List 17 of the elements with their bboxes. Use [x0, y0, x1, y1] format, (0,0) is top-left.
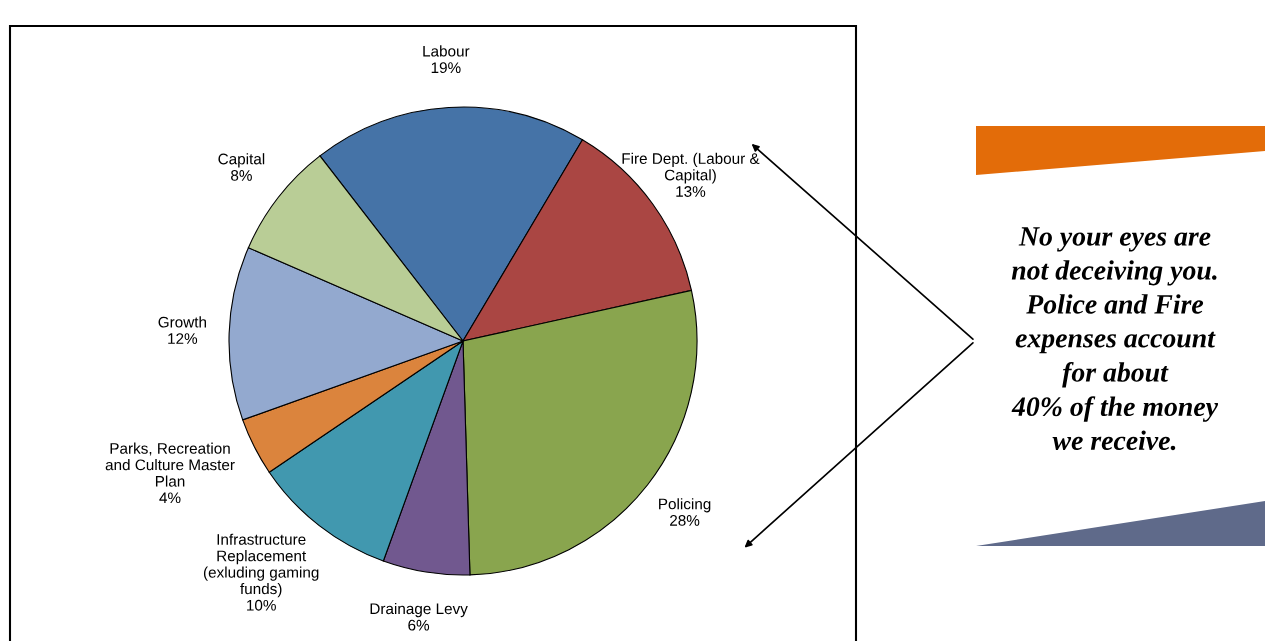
data-label: 19%: [431, 62, 461, 74]
slice-label: Labour: [423, 45, 470, 57]
data-label: 12%: [168, 333, 198, 344]
slice-label: Drainage Levy: [370, 602, 468, 618]
data-label: 10%: [247, 599, 276, 611]
data-label: 28%: [670, 515, 700, 526]
slice-label: Fire Dept. (Labour & Capital): [622, 152, 760, 184]
slice-label: Growth: [158, 316, 206, 328]
slice-label: Parks, Recreation and Culture Master Plan: [105, 442, 235, 487]
data-label: 4%: [159, 492, 181, 504]
data-label: 8%: [231, 170, 252, 181]
data-label: 13%: [676, 186, 706, 197]
text: No your eyes are not deceiving you. Police and Fire expenses account for about 40% of the money we receive.: [1011, 227, 1219, 451]
slice-label: Infrastructure Replacement (exluding gaming funds): [203, 533, 319, 598]
data-label: 6%: [408, 619, 430, 631]
slice-label: Capital: [218, 153, 265, 168]
slice-label: Policing: [659, 498, 711, 513]
